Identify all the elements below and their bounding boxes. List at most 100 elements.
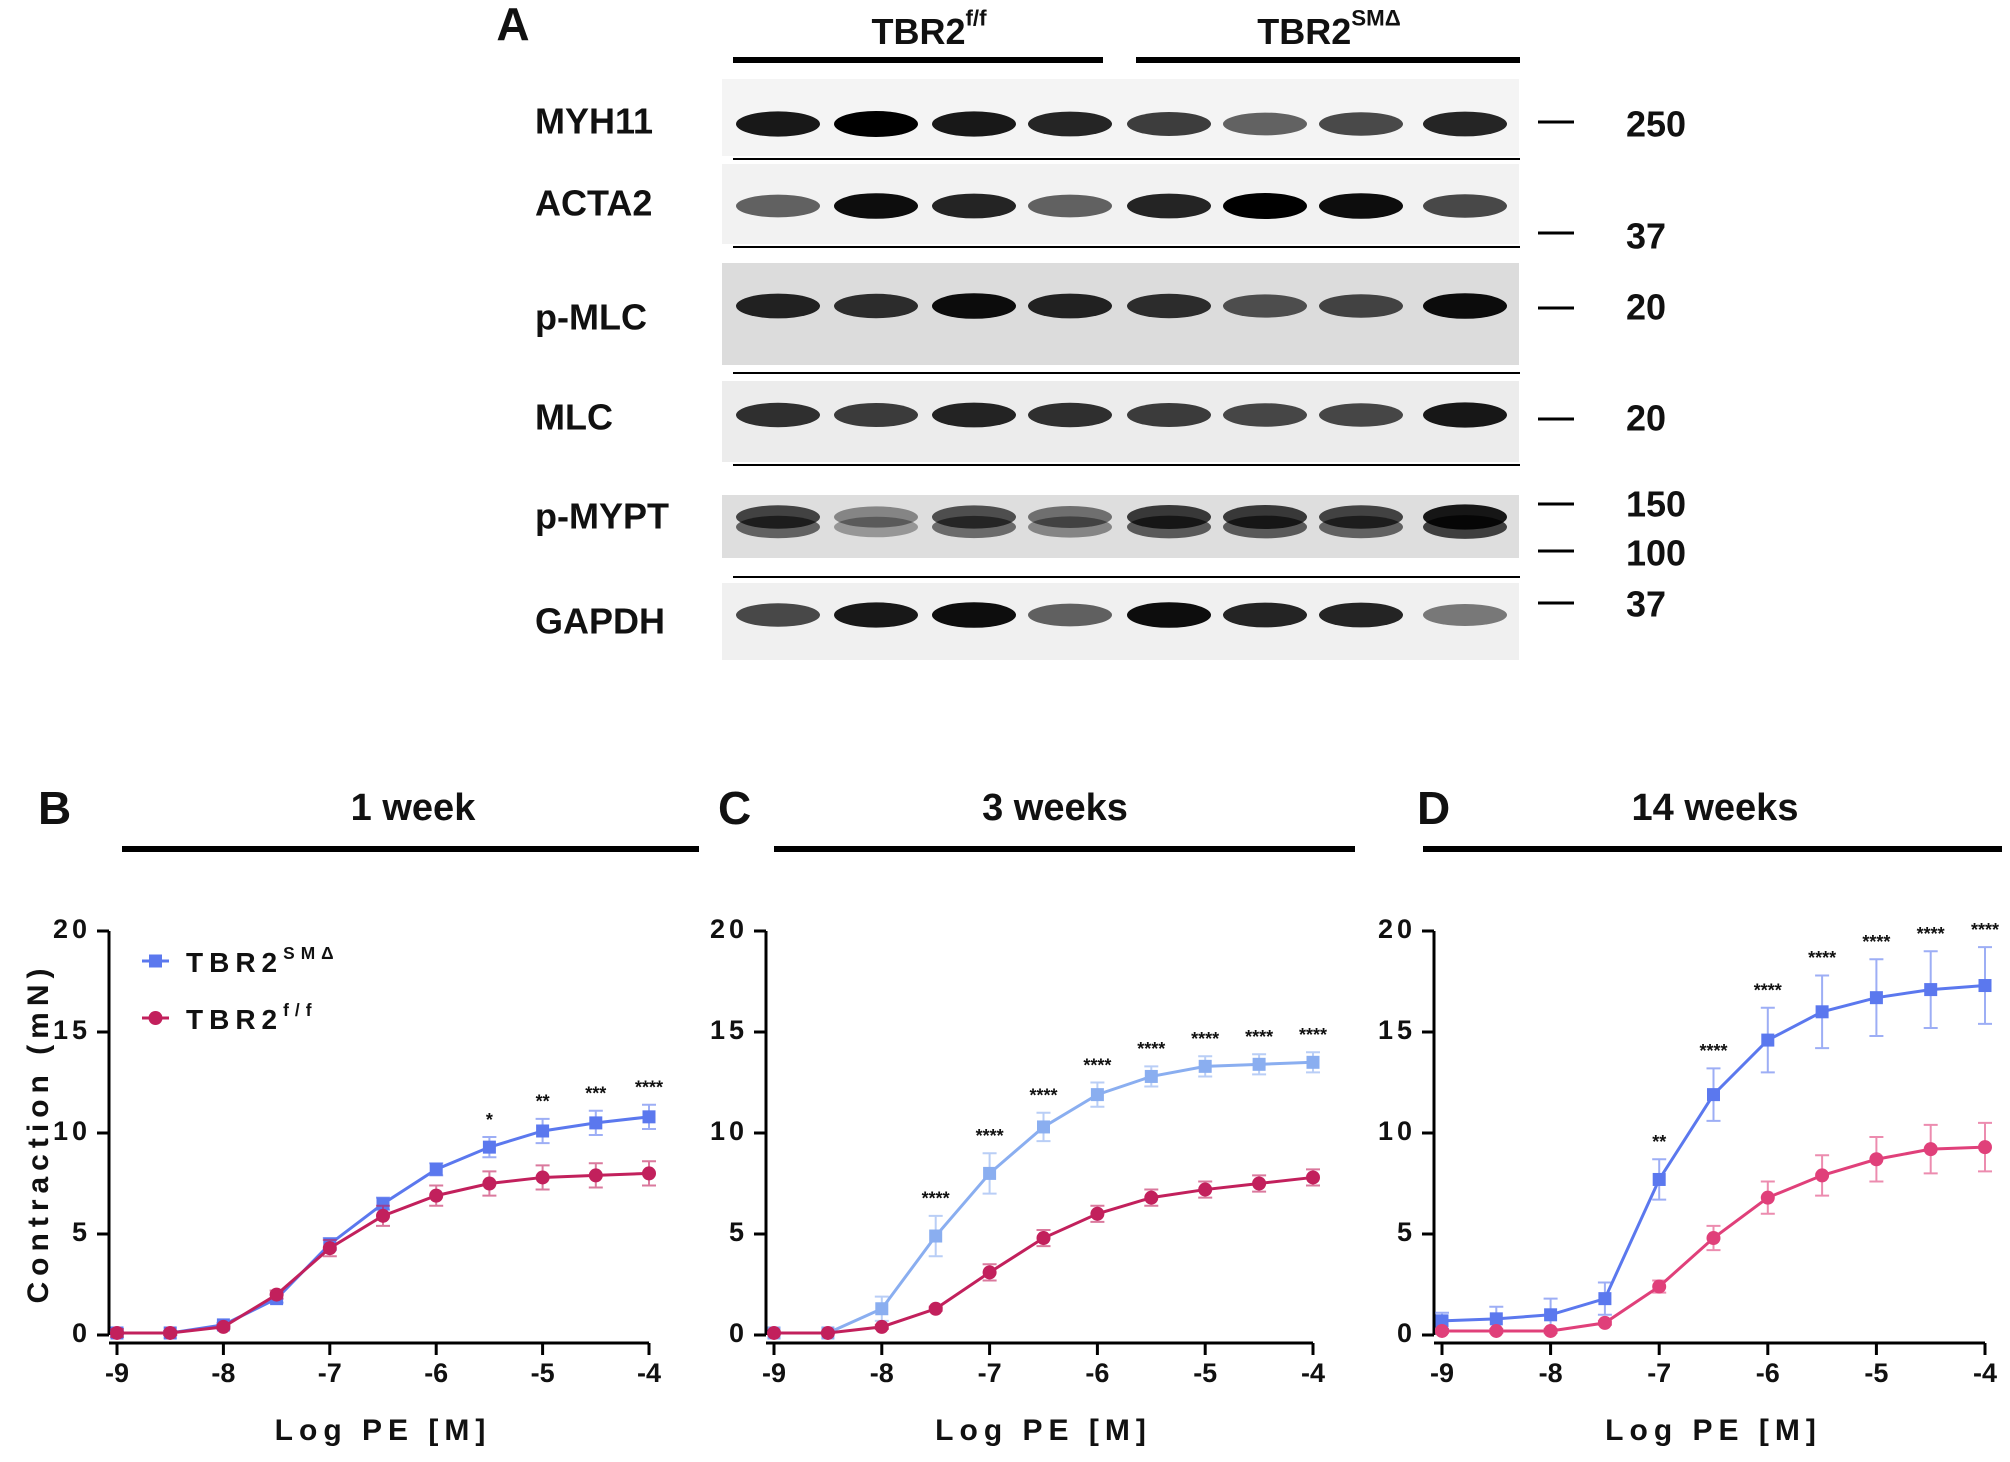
marker [1760, 1190, 1775, 1205]
y-tick-label: 0 [72, 1318, 91, 1348]
blot-band [1028, 194, 1112, 218]
marker [983, 1166, 997, 1180]
series-line [774, 1175, 1314, 1335]
marker [1761, 1033, 1775, 1047]
blot-band [1223, 515, 1307, 539]
blot-band [932, 402, 1016, 428]
blot-band [1028, 506, 1112, 528]
panel-label: B [38, 782, 71, 834]
blot-band [736, 194, 820, 218]
marker [1144, 1190, 1159, 1205]
marker [820, 1325, 835, 1340]
marker [1198, 1059, 1212, 1073]
x-tick-label: -9 [105, 1358, 129, 1388]
blot-band [1028, 402, 1112, 428]
x-tick-label: -8 [1539, 1358, 1563, 1388]
y-tick-label: 0 [729, 1318, 748, 1348]
blot-band [736, 111, 820, 137]
blot-band [932, 193, 1016, 219]
blot-band [1127, 602, 1211, 628]
x-tick-label: -7 [318, 1358, 342, 1388]
y-tick-label: 20 [710, 914, 748, 944]
significance: **** [1299, 1025, 1327, 1045]
y-tick-label: 15 [1378, 1015, 1416, 1045]
x-tick-label: -8 [211, 1358, 235, 1388]
label: TBR2SMΔ [186, 942, 340, 978]
marker [982, 1265, 997, 1280]
blot-band [1423, 515, 1507, 539]
row-label: p-MYPT [535, 496, 669, 537]
blot-band [1423, 402, 1507, 428]
marker [482, 1176, 497, 1191]
blot-band [834, 193, 918, 219]
panel-label: A [496, 0, 529, 50]
series [1435, 1121, 1992, 1338]
label-sup: SMΔ [1351, 5, 1401, 30]
marker [1707, 1088, 1720, 1102]
blot-band [736, 603, 820, 627]
chart-title: 3 weeks [982, 787, 1128, 829]
blot-band [1319, 294, 1403, 318]
blot-band [834, 403, 918, 427]
marker [1598, 1292, 1612, 1306]
blot-band [1028, 293, 1112, 319]
blot-band [834, 506, 918, 528]
x-tick-label: -6 [424, 1358, 448, 1388]
significance: **** [976, 1126, 1004, 1146]
marker [874, 1319, 889, 1334]
blot-strip [722, 263, 1519, 365]
blot-band [1319, 403, 1403, 427]
label: TBR2f/f [871, 5, 987, 51]
marker [1652, 1279, 1667, 1294]
blot-band [932, 293, 1016, 319]
blot-band [736, 293, 820, 319]
y-tick-label: 10 [1378, 1116, 1416, 1146]
panel-label: C [718, 782, 751, 834]
significance: **** [635, 1077, 663, 1097]
marker [1435, 1314, 1449, 1328]
marker [1090, 1206, 1105, 1221]
y-tick-label: 5 [729, 1217, 748, 1247]
blot-band [932, 515, 1016, 539]
marker [1090, 1088, 1104, 1102]
x-tick-label: -9 [1430, 1358, 1454, 1388]
marker [1869, 991, 1883, 1005]
x-tick-label: -5 [1193, 1358, 1217, 1388]
marker [642, 1166, 656, 1181]
label-sup: f/f [965, 5, 987, 30]
blot-band [834, 602, 918, 628]
marker [1252, 1057, 1266, 1071]
marker [163, 1325, 178, 1340]
marker [1815, 1168, 1830, 1183]
x-axis-label: Log PE [M] [1605, 1414, 1822, 1447]
label-base: TBR2 [186, 947, 283, 978]
marker [1489, 1312, 1503, 1326]
panel-label: D [1417, 782, 1450, 834]
marker [1706, 1231, 1721, 1246]
marker [216, 1319, 231, 1334]
blot-band [1028, 516, 1112, 538]
marker [1144, 1069, 1158, 1083]
significance: **** [1191, 1029, 1219, 1049]
chart-title: 1 week [351, 787, 477, 829]
blot-band [1028, 111, 1112, 137]
significance: **** [1917, 924, 1945, 944]
blot-band [1223, 112, 1307, 136]
significance: **** [1971, 920, 1999, 940]
blot-band [1028, 603, 1112, 627]
marker [1306, 1055, 1320, 1069]
label-base: TBR2 [186, 1004, 283, 1035]
marker-label: 150 [1626, 484, 1686, 525]
significance: * [486, 1110, 493, 1130]
marker [535, 1170, 550, 1185]
x-tick-label: -5 [531, 1358, 555, 1388]
x-tick-label: -6 [1085, 1358, 1109, 1388]
blot-band [932, 602, 1016, 628]
chart-title: 14 weeks [1632, 787, 1799, 829]
marker-label: 37 [1626, 216, 1666, 257]
marker [376, 1208, 390, 1223]
marker [928, 1301, 943, 1316]
legend-marker [148, 1011, 163, 1025]
marker [1815, 1005, 1829, 1019]
blot-band [1127, 293, 1211, 319]
